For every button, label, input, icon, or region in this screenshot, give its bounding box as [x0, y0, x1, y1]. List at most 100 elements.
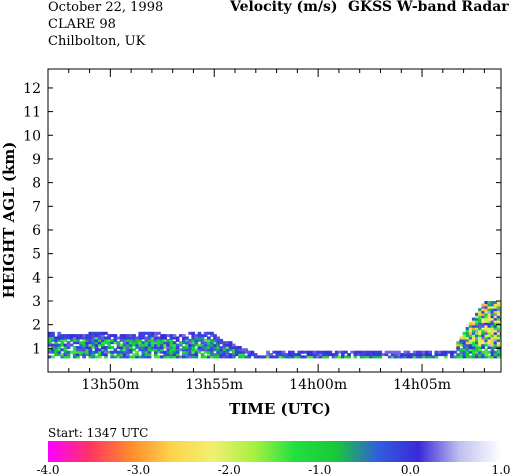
velocity-pixel	[160, 348, 164, 352]
velocity-pixel	[484, 350, 489, 354]
velocity-pixel	[172, 341, 177, 345]
velocity-pixel	[409, 353, 414, 357]
velocity-pixel	[76, 334, 80, 338]
velocity-pixel	[69, 350, 74, 354]
velocity-pixel	[478, 343, 482, 347]
velocity-pixel	[147, 343, 152, 347]
velocity-pixel	[101, 350, 105, 354]
velocity-pixel	[493, 319, 498, 323]
velocity-pixel	[484, 324, 489, 328]
velocity-pixel	[125, 353, 130, 357]
velocity-pixel	[244, 348, 249, 352]
velocity-pixel	[319, 355, 323, 359]
velocity-pixel	[493, 355, 498, 359]
velocity-pixel	[191, 334, 196, 338]
velocity-pixel	[365, 355, 370, 359]
velocity-pixel	[471, 329, 476, 333]
velocity-pixel	[347, 355, 351, 359]
velocity-pixel	[375, 353, 379, 357]
velocity-pixel	[113, 336, 118, 340]
velocity-pixel	[487, 331, 492, 335]
velocity-pixel	[107, 343, 111, 347]
velocity-pixel	[141, 355, 146, 359]
velocity-pixel	[166, 343, 171, 347]
velocity-pixel	[157, 343, 161, 347]
velocity-pixel	[178, 343, 183, 347]
velocity-pixel	[200, 346, 205, 349]
velocity-pixel	[147, 331, 152, 335]
velocity-pixel	[475, 319, 479, 323]
velocity-pixel	[231, 348, 236, 352]
velocity-pixel	[484, 334, 489, 338]
velocity-pixel	[475, 346, 479, 349]
velocity-pixel	[188, 353, 192, 357]
velocity-pixel	[125, 346, 130, 349]
velocity-pixel	[172, 353, 177, 357]
velocity-pixel	[72, 355, 77, 359]
velocity-pixel	[222, 355, 227, 359]
velocity-pixel	[213, 343, 217, 347]
velocity-pixel	[216, 350, 220, 354]
velocity-pixel	[216, 343, 220, 347]
velocity-pixel	[219, 346, 224, 349]
velocity-pixel	[493, 350, 498, 354]
velocity-pixel	[178, 334, 183, 338]
y-tick-label: 4	[32, 270, 41, 286]
velocity-pixel	[101, 346, 105, 349]
velocity-pixel	[138, 341, 143, 345]
velocity-pixel	[163, 334, 167, 338]
velocity-pixel	[125, 350, 130, 354]
velocity-pixel	[450, 350, 454, 354]
velocity-pixel	[175, 353, 180, 357]
x-tick-label: 14h00m	[289, 377, 347, 393]
velocity-pixel	[72, 350, 77, 354]
velocity-pixel	[337, 355, 342, 359]
velocity-pixel	[48, 341, 52, 345]
velocity-pixel	[281, 353, 286, 357]
velocity-pixel	[490, 305, 495, 309]
velocity-pixel	[462, 350, 467, 354]
velocity-pixel	[48, 350, 52, 354]
velocity-pixel	[76, 350, 80, 354]
velocity-pixel	[188, 346, 192, 349]
velocity-pixel	[54, 343, 58, 347]
velocity-pixel	[182, 348, 186, 352]
velocity-pixel	[496, 348, 501, 352]
velocity-pixel	[422, 355, 426, 359]
velocity-pixel	[478, 324, 482, 328]
velocity-pixel	[147, 336, 152, 340]
velocity-pixel	[228, 353, 233, 357]
velocity-pixel	[468, 331, 473, 335]
velocity-pixel	[210, 346, 214, 349]
velocity-pixel	[76, 341, 80, 345]
velocity-pixel	[475, 350, 479, 354]
velocity-pixel	[415, 355, 420, 359]
velocity-pixel	[85, 341, 90, 345]
velocity-pixel	[138, 331, 143, 335]
y-tick-label: 12	[23, 81, 41, 97]
velocity-pixel	[456, 353, 460, 357]
velocity-pixel	[231, 353, 236, 357]
velocity-pixel	[275, 353, 280, 357]
velocity-pixel	[203, 338, 208, 342]
velocity-pixel	[468, 324, 473, 328]
velocity-pixel	[197, 348, 202, 352]
velocity-pixel	[484, 336, 489, 340]
velocity-pixel	[82, 346, 86, 349]
velocity-pixel	[182, 355, 186, 359]
y-tick-label: 9	[32, 152, 41, 168]
velocity-pixel	[166, 353, 171, 357]
velocity-pixel	[278, 353, 283, 357]
velocity-pixel	[197, 334, 202, 338]
velocity-pixel	[107, 334, 111, 338]
velocity-pixel	[359, 353, 364, 357]
velocity-pixel	[462, 346, 467, 349]
velocity-pixel	[225, 341, 230, 345]
velocity-pixel	[116, 341, 121, 345]
velocity-pixel	[207, 336, 211, 340]
velocity-pixel	[478, 317, 482, 321]
velocity-pixel	[216, 353, 220, 357]
velocity-pixel	[431, 355, 436, 359]
velocity-pixel	[207, 331, 211, 335]
velocity-pixel	[459, 341, 464, 345]
